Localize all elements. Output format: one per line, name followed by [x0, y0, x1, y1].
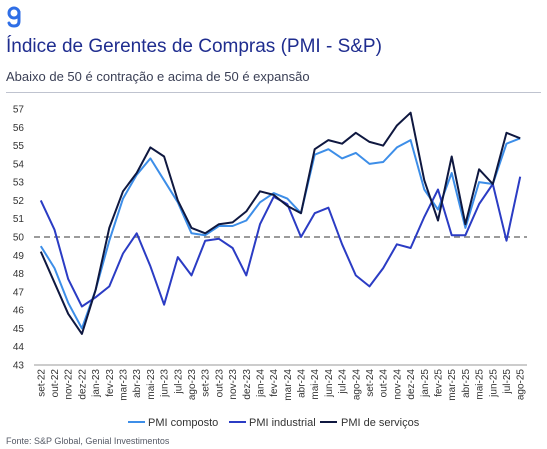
x-tick-label: fev-24 [269, 369, 280, 397]
legend-label: PMI industrial [249, 417, 316, 429]
x-axis-ticks: set-22 out-22 nov-22 dez-22 jan-23 fev-23 mar-… [36, 369, 526, 401]
x-tick-label: nov-24 [392, 369, 403, 400]
x-tick-label: nov-23 [228, 369, 239, 400]
y-tick-label: 48 [13, 269, 25, 280]
x-tick-label: nov-22 [64, 369, 75, 400]
x-tick-label: jul-25 [502, 369, 513, 395]
x-tick-label: mai-23 [146, 369, 157, 400]
series-line-1 [39, 137, 521, 330]
legend-label: PMI composto [148, 417, 218, 429]
x-tick-label: fev-25 [433, 369, 444, 397]
y-tick-label: 57 [13, 105, 25, 116]
x-tick-label: out-24 [379, 369, 390, 398]
x-tick-label: abr-24 [297, 369, 308, 398]
x-tick-label: dez-22 [77, 369, 88, 400]
x-tick-label: mai-24 [310, 369, 321, 400]
y-tick-label: 50 [13, 233, 25, 244]
x-tick-label: ago-23 [187, 369, 198, 401]
page-subtitle: Abaixo de 50 é contração e acima de 50 é… [6, 69, 310, 84]
y-tick-label: 52 [13, 196, 25, 207]
x-tick-label: dez-23 [242, 369, 253, 400]
x-tick-label: abr-23 [132, 369, 143, 398]
x-tick-label: jul-24 [338, 369, 349, 395]
title-divider [6, 92, 541, 93]
legend-label: PMI de serviços [341, 417, 420, 429]
x-tick-label: mai-25 [475, 369, 486, 400]
x-tick-label: mar-23 [119, 369, 130, 401]
x-tick-label: jul-23 [173, 369, 184, 395]
series-lines [39, 111, 522, 335]
x-tick-label: jun-24 [324, 369, 335, 398]
x-tick-label: jan-25 [420, 369, 431, 398]
y-tick-label: 53 [13, 178, 25, 189]
x-tick-label: ago-24 [351, 369, 362, 401]
x-tick-label: jun-25 [488, 369, 499, 398]
x-tick-label: out-22 [50, 369, 61, 398]
y-tick-label: 45 [13, 324, 25, 335]
source-note: Fonte: S&P Global, Genial Investimentos [6, 436, 170, 446]
y-axis-ticks: 43 44 45 46 47 48 49 50 51 52 53 54 55 56 57 [13, 105, 25, 372]
x-tick-label: fev-23 [105, 369, 116, 397]
x-tick-label: mar-25 [447, 369, 458, 401]
series-line-3 [39, 111, 521, 335]
y-tick-label: 54 [13, 159, 25, 170]
y-tick-label: 49 [13, 251, 25, 262]
x-tick-label: jan-23 [91, 369, 102, 398]
x-tick-label: abr-25 [461, 369, 472, 398]
genial-logo-icon [7, 6, 21, 28]
y-tick-label: 51 [13, 214, 25, 225]
y-tick-label: 44 [13, 342, 25, 353]
legend: PMI composto PMI industrial PMI de serviço… [128, 417, 420, 429]
x-tick-label: set-24 [365, 369, 376, 397]
y-tick-label: 47 [13, 287, 25, 298]
y-tick-label: 56 [13, 123, 25, 134]
y-tick-label: 46 [13, 306, 25, 317]
x-tick-label: jun-23 [160, 369, 171, 398]
page-title: Índice de Gerentes de Compras (PMI - S&P… [6, 36, 382, 57]
x-tick-label: dez-24 [406, 369, 417, 400]
x-tick-label: out-23 [214, 369, 225, 398]
x-tick-label: set-23 [201, 369, 212, 397]
y-tick-label: 43 [13, 361, 25, 372]
x-tick-label: ago-25 [516, 369, 527, 401]
x-tick-label: jan-24 [255, 369, 266, 398]
y-tick-label: 55 [13, 141, 25, 152]
x-tick-label: set-22 [36, 369, 47, 397]
x-tick-label: mar-24 [283, 369, 294, 401]
